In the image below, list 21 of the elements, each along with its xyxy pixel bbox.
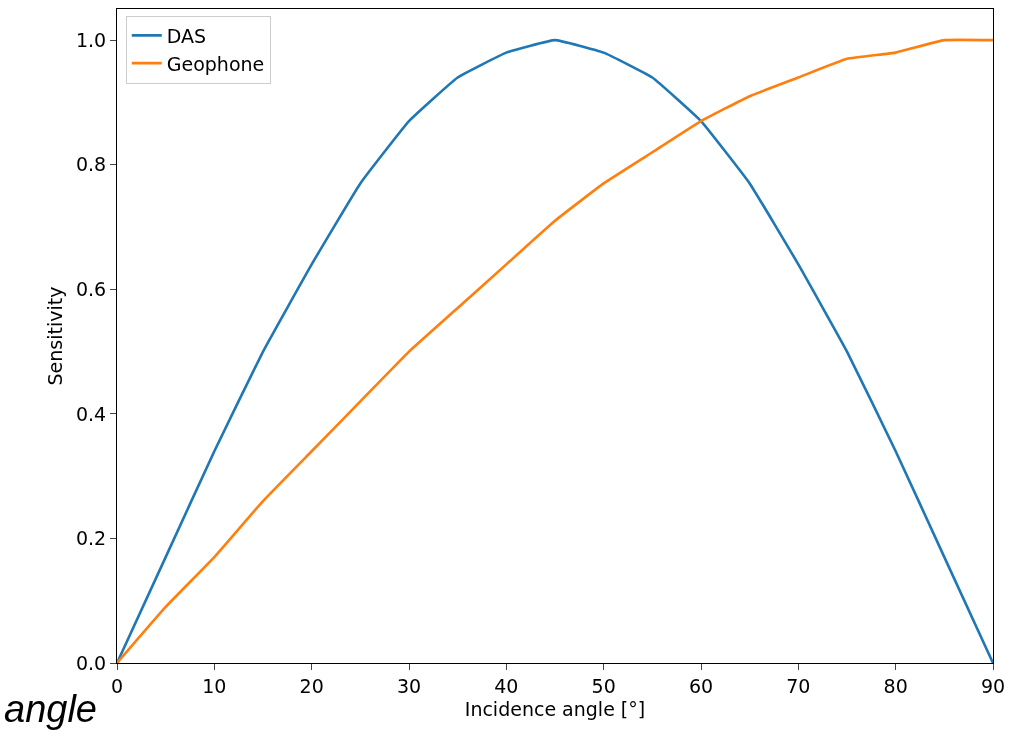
x-tick-label: 80	[883, 674, 908, 697]
x-tick-label: 10	[202, 674, 227, 697]
y-tick-label: 1.0	[75, 28, 107, 51]
x-tick-label: 70	[786, 674, 811, 697]
x-tick-label: 20	[299, 674, 324, 697]
x-axis-title: Incidence angle [°]	[464, 697, 646, 720]
y-tick-label: 0.8	[75, 153, 107, 176]
y-tick-label: 0.4	[75, 402, 107, 425]
x-tick-label: 90	[980, 674, 1006, 697]
legend-label: DAS	[166, 24, 207, 47]
legend-label: Geophone	[166, 52, 265, 75]
x-tick-label: 50	[591, 674, 616, 697]
y-tick-label: 0.6	[75, 277, 107, 300]
y-axis-title: Sensitivity	[43, 286, 66, 386]
y-tick-label: 0.2	[75, 527, 107, 550]
text: angle	[4, 688, 97, 730]
y-tick-label: 0.0	[75, 651, 107, 674]
x-tick-label: 40	[494, 674, 519, 697]
x-tick-label: 30	[396, 674, 422, 697]
x-tick-label: 60	[688, 674, 714, 697]
x-tick-label: 0	[110, 674, 124, 697]
